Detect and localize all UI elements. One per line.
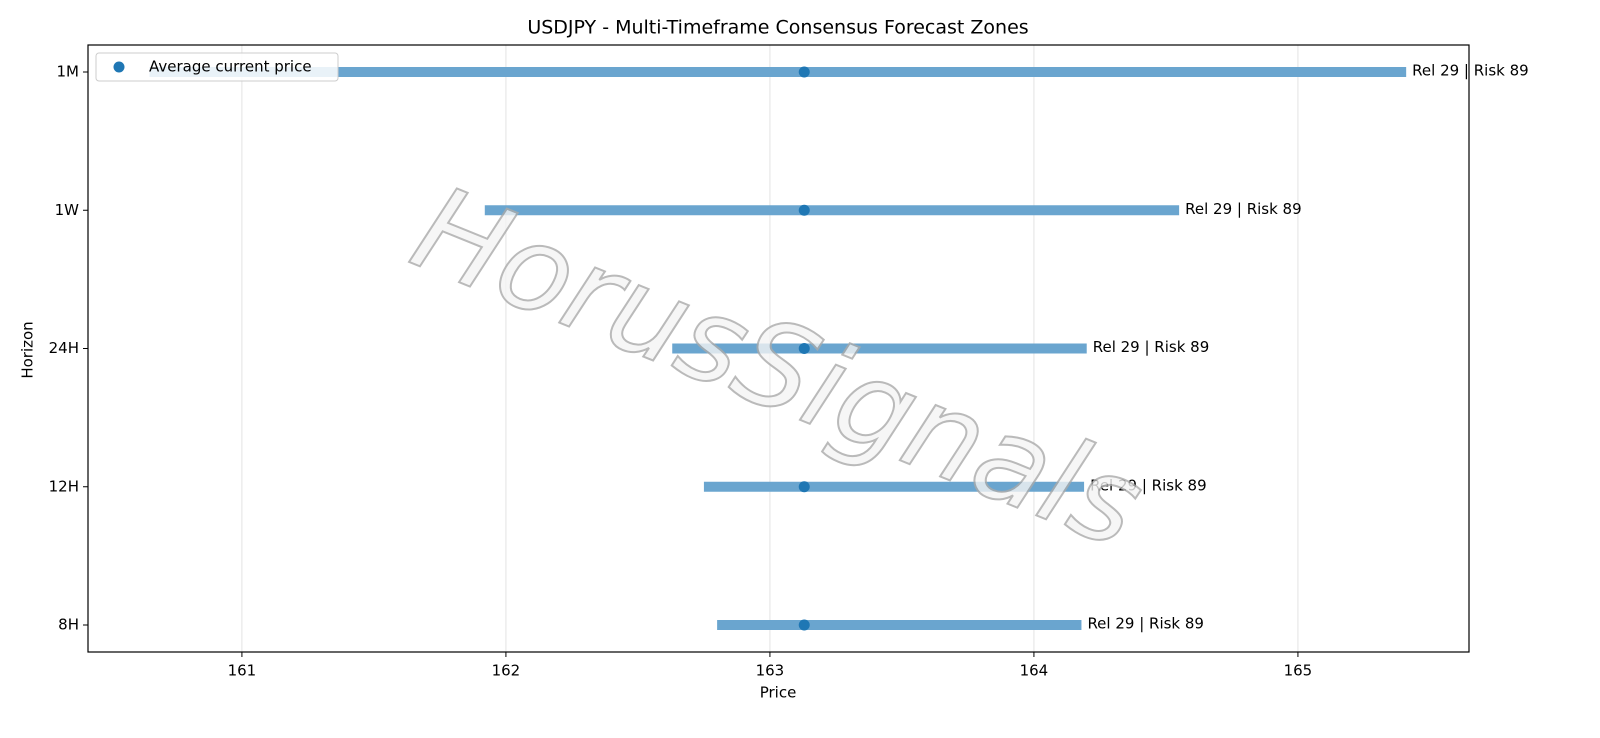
range-annotation: Rel 29 | Risk 89 xyxy=(1412,62,1529,80)
x-tick-label: 163 xyxy=(756,662,785,680)
current-price-dot xyxy=(798,66,810,78)
range-bar xyxy=(149,67,1407,77)
range-annotation: Rel 29 | Risk 89 xyxy=(1087,615,1204,633)
x-axis-label: Price xyxy=(760,684,797,702)
y-tick-label: 24H xyxy=(49,339,79,357)
legend-box xyxy=(95,52,339,82)
current-price-dot xyxy=(798,619,810,631)
y-tick-label: 1M xyxy=(57,63,80,81)
range-annotation: Rel 29 | Risk 89 xyxy=(1185,200,1302,218)
plot-area: Rel 29 | Risk 89 Rel 29 | Risk 89 Rel 29 |… xyxy=(149,62,1529,633)
x-tick-label: 162 xyxy=(492,662,521,680)
y-tick-label: 12H xyxy=(49,477,79,495)
current-price-dot xyxy=(798,343,810,354)
chart-title: USDJPY - Multi-Timeframe Consensus Forec… xyxy=(527,17,1028,39)
range-bar xyxy=(672,343,1087,354)
range-annotation: Rel 29 | Risk 89 xyxy=(1090,476,1207,494)
range-bar xyxy=(717,620,1082,630)
x-tick-label: 164 xyxy=(1020,662,1049,680)
legend-marker xyxy=(113,61,125,73)
x-tick-label: 161 xyxy=(228,662,257,680)
current-price-dot xyxy=(798,204,810,216)
legend-label: Average current price xyxy=(149,58,312,76)
y-tick-label: 8H xyxy=(58,616,79,634)
current-price-dot xyxy=(798,481,810,493)
y-axis-label: Horizon xyxy=(19,321,37,378)
y-tick-label: 1W xyxy=(55,201,80,219)
watermark: HorusSignals xyxy=(396,159,1161,575)
legend: Average current price xyxy=(95,52,339,82)
range-annotation: Rel 29 | Risk 89 xyxy=(1093,338,1210,356)
range-bar xyxy=(703,481,1085,492)
x-tick-label: 165 xyxy=(1284,662,1313,680)
range-bar xyxy=(484,205,1180,216)
